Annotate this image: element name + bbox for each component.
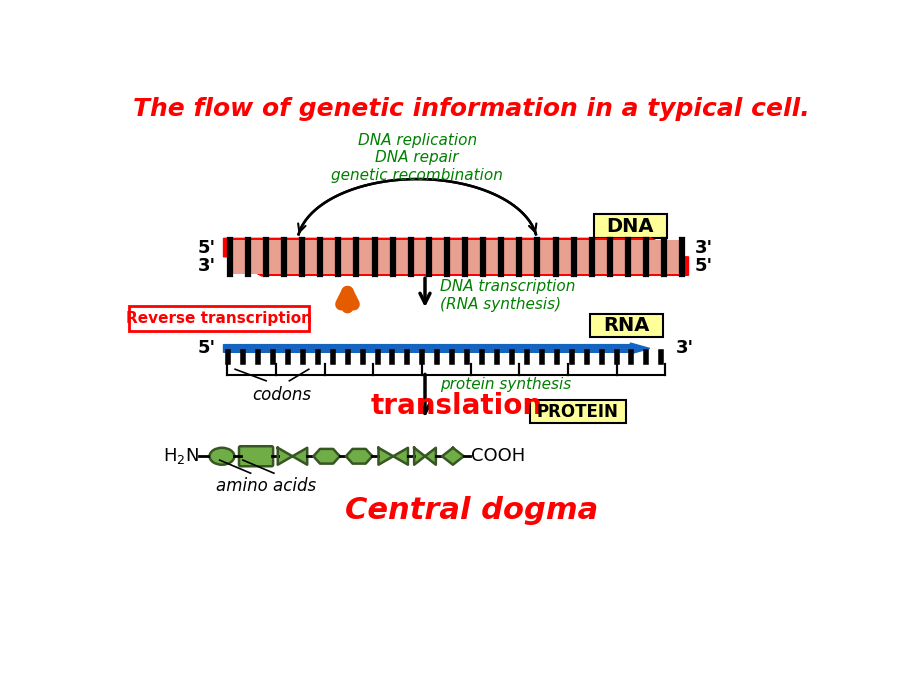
Text: 3': 3' [694, 239, 712, 257]
Text: 5': 5' [198, 339, 216, 357]
Text: codons: codons [252, 386, 311, 404]
Polygon shape [441, 448, 463, 465]
Text: amino acids: amino acids [216, 477, 316, 495]
FancyArrow shape [243, 256, 687, 276]
Text: Reverse transcription: Reverse transcription [126, 311, 312, 326]
Text: DNA replication
DNA repair
genetic recombination: DNA replication DNA repair genetic recom… [331, 133, 503, 183]
FancyBboxPatch shape [589, 314, 663, 337]
Ellipse shape [210, 448, 234, 465]
Text: Central dogma: Central dogma [345, 496, 597, 525]
FancyArrow shape [223, 237, 668, 258]
Text: The flow of genetic information in a typical cell.: The flow of genetic information in a typ… [133, 97, 809, 121]
FancyBboxPatch shape [529, 400, 625, 423]
Bar [227, 240, 684, 274]
Text: translation: translation [370, 392, 542, 420]
FancyBboxPatch shape [129, 306, 309, 331]
Text: protein synthesis: protein synthesis [440, 377, 571, 392]
Text: RNA: RNA [603, 316, 649, 335]
FancyArrow shape [223, 343, 649, 354]
Polygon shape [346, 449, 372, 464]
FancyBboxPatch shape [594, 214, 666, 238]
Text: 3': 3' [198, 257, 216, 275]
Text: PROTEIN: PROTEIN [536, 402, 618, 421]
Text: 3': 3' [675, 339, 693, 357]
Polygon shape [278, 448, 307, 465]
Text: DNA: DNA [606, 217, 653, 235]
Text: 5': 5' [198, 239, 216, 257]
FancyBboxPatch shape [239, 446, 273, 466]
Text: H$_2$N: H$_2$N [163, 446, 199, 466]
Text: COOH: COOH [471, 447, 525, 465]
Polygon shape [378, 448, 407, 465]
Polygon shape [414, 448, 436, 465]
Text: DNA transcription
(RNA synthesis): DNA transcription (RNA synthesis) [440, 279, 575, 312]
Text: 5': 5' [694, 257, 712, 275]
Polygon shape [313, 449, 339, 464]
